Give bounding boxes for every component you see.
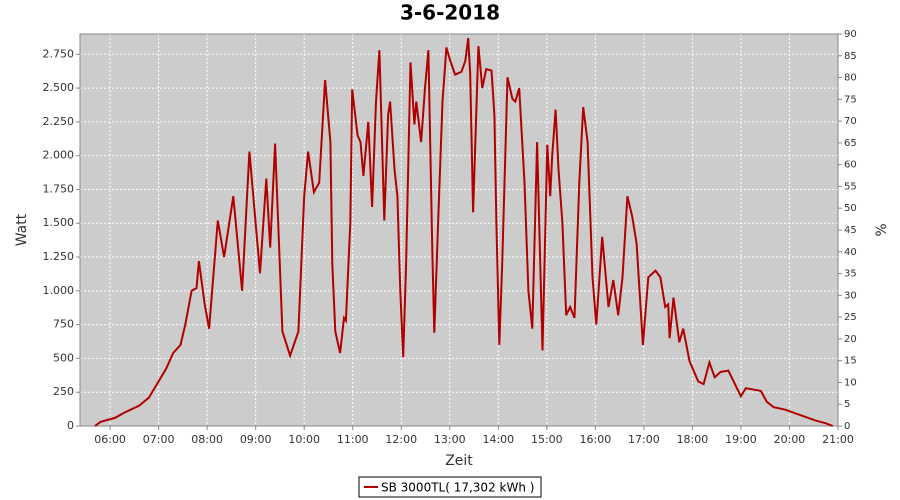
y2-tick-label: 80 bbox=[844, 73, 857, 84]
y2-tick-label: 70 bbox=[844, 116, 857, 127]
y-tick-label: 1.000 bbox=[43, 284, 75, 297]
x-tick-label: 15:00 bbox=[531, 433, 563, 446]
y2-tick-label: 90 bbox=[844, 29, 857, 40]
y-tick-label: 1.500 bbox=[43, 216, 75, 229]
x-axis-title: Zeit bbox=[445, 453, 473, 469]
y2-tick-label: 15 bbox=[844, 356, 857, 367]
plot-border bbox=[79, 33, 839, 427]
x-tick-label: 06:00 bbox=[94, 433, 126, 446]
legend-box bbox=[358, 476, 542, 498]
y2-tick-label: 0 bbox=[844, 421, 850, 432]
y-tick-label: 2.000 bbox=[43, 149, 75, 162]
y2-tick-label: 25 bbox=[844, 312, 857, 323]
y-tick-label: 2.250 bbox=[43, 115, 75, 128]
y-tick-label: 0 bbox=[67, 419, 74, 432]
x-tick-label: 10:00 bbox=[288, 433, 320, 446]
x-tick-label: 08:00 bbox=[191, 433, 223, 446]
y-tick-label: 1.750 bbox=[43, 182, 75, 195]
x-tick-label: 17:00 bbox=[628, 433, 660, 446]
y2-tick-label: 55 bbox=[844, 181, 857, 192]
x-tick-label: 14:00 bbox=[482, 433, 514, 446]
y2-tick-label: 65 bbox=[844, 138, 857, 149]
x-tick-label: 21:00 bbox=[822, 433, 854, 446]
y2-tick-label: 85 bbox=[844, 51, 857, 62]
x-tick-label: 20:00 bbox=[774, 433, 806, 446]
y-tick-label: 2.750 bbox=[43, 47, 75, 60]
y-tick-label: 750 bbox=[53, 318, 74, 331]
y2-tick-label: 60 bbox=[844, 160, 857, 171]
y-tick-label: 250 bbox=[53, 385, 74, 398]
plot-area bbox=[80, 34, 838, 426]
x-tick-label: 11:00 bbox=[337, 433, 369, 446]
x-tick-label: 16:00 bbox=[580, 433, 612, 446]
y2-tick-label: 75 bbox=[844, 94, 857, 105]
y2-tick-label: 50 bbox=[844, 203, 857, 214]
y2-tick-label: 35 bbox=[844, 269, 857, 280]
y-tick-label: 2.500 bbox=[43, 81, 75, 94]
legend-label: SB 3000TL( 17,302 kWh ) bbox=[381, 481, 534, 495]
chart-title: 3-6-2018 bbox=[400, 1, 500, 25]
y-tick-label: 1.250 bbox=[43, 250, 75, 263]
y-axis-title: Watt bbox=[14, 213, 30, 246]
x-tick-label: 13:00 bbox=[434, 433, 466, 446]
y2-tick-label: 30 bbox=[844, 290, 857, 301]
x-tick-label: 18:00 bbox=[677, 433, 709, 446]
y2-tick-label: 5 bbox=[844, 399, 850, 410]
y-tick-label: 500 bbox=[53, 351, 74, 364]
y2-tick-label: 45 bbox=[844, 225, 857, 236]
line bbox=[94, 37, 834, 427]
y2-axis-title: % bbox=[874, 223, 890, 236]
x-tick-label: 19:00 bbox=[725, 433, 757, 446]
x-tick-label: 12:00 bbox=[385, 433, 417, 446]
y2-tick-label: 20 bbox=[844, 334, 857, 345]
x-tick-label: 07:00 bbox=[143, 433, 175, 446]
y2-tick-label: 40 bbox=[844, 247, 857, 258]
y2-tick-label: 10 bbox=[844, 377, 857, 388]
x-tick-label: 09:00 bbox=[240, 433, 272, 446]
